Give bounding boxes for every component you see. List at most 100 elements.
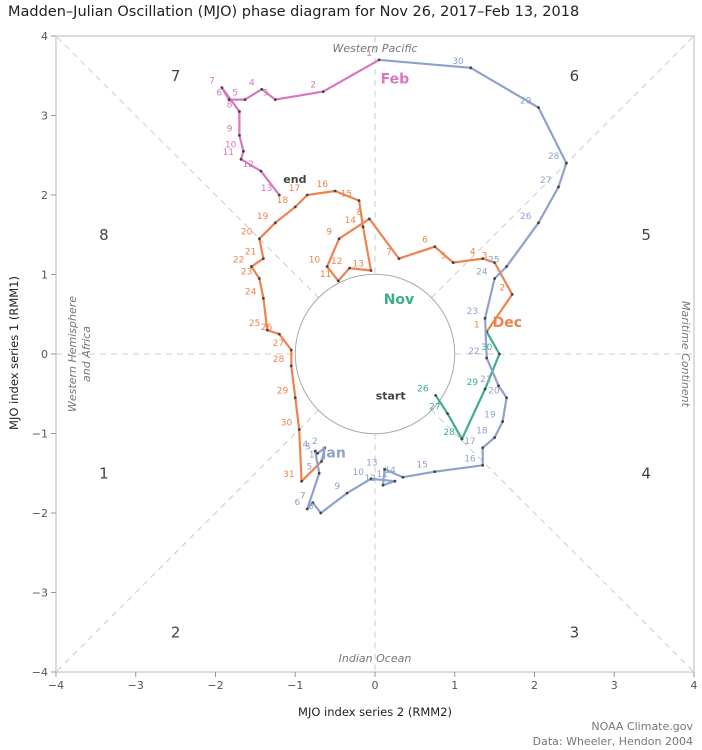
day-label: 8 [357,208,363,218]
day-label: 2 [312,437,318,447]
data-point [265,328,269,332]
guide-diagonal-4 [55,409,319,673]
data-point [238,133,241,137]
phase-label-6: 6 [570,67,580,85]
data-point [321,90,325,94]
day-label: 11 [376,470,387,480]
x-tick-label: 0 [372,679,379,692]
data-point [434,393,438,397]
day-label: 23 [467,307,478,317]
data-point [313,449,317,453]
data-point [397,257,401,260]
day-label: 8 [227,101,233,111]
day-label: 13 [366,458,377,468]
data-point [433,470,437,474]
x-tick-label: −3 [128,679,144,692]
day-label: 31 [283,470,294,480]
data-point [493,277,497,280]
data-point [469,66,473,70]
data-point [243,98,247,101]
day-label: 7 [386,248,392,258]
day-label: 1 [474,321,480,331]
data-point [273,98,277,101]
day-label: 9 [334,482,340,492]
data-point [537,106,540,109]
data-point [325,265,329,268]
day-label: 16 [464,454,476,464]
day-label: 3 [263,89,269,99]
data-point [401,475,405,479]
day-label: 9 [326,228,332,238]
day-label: 28 [548,152,560,162]
data-point [311,501,315,505]
data-point [242,149,245,153]
day-label: 26 [520,212,532,222]
day-label: 5 [306,462,312,472]
y-tick-label: 1 [41,269,48,282]
data-point [238,110,241,113]
data-point [451,261,455,264]
y-tick-label: −2 [32,507,48,520]
day-label: 19 [257,212,269,222]
data-point [259,169,263,173]
data-point [433,245,437,249]
data-point [319,511,323,515]
data-point [305,193,309,197]
day-label: 9 [227,124,233,134]
day-label: 10 [353,468,365,478]
day-label: 6 [294,498,300,508]
day-label: 11 [223,148,234,158]
phase-label-7: 7 [171,67,181,85]
data-point [381,483,385,487]
region-indian-ocean: Indian Ocean [339,652,412,665]
day-label: 21 [480,375,491,385]
data-point [257,277,261,280]
data-point [369,477,373,481]
data-point [336,279,340,283]
x-tick-label: 3 [611,679,618,692]
data-point [460,437,464,441]
guide-diagonal-3 [431,409,695,673]
data-point [505,396,508,400]
data-point [565,161,568,165]
region-western-hemisphere: Western Hemisphere [66,296,79,412]
data-point [300,479,304,483]
day-label: 21 [245,248,256,258]
region-maritime-continent: Maritime Continent [679,301,692,408]
data-point [377,58,381,62]
day-label: 3 [305,442,311,452]
data-point [320,459,323,463]
data-point [493,261,497,264]
day-label: 4 [302,440,308,450]
unit-circle [294,273,456,435]
day-label: 29 [277,387,289,397]
month-label-feb: Feb [381,72,410,88]
data-point [323,446,327,450]
day-label: 2 [310,81,316,91]
data-point [369,269,373,272]
day-label: 29 [467,378,479,388]
data-point [483,316,487,320]
y-tick-label: 3 [41,110,48,123]
day-label: 16 [317,180,329,190]
data-point [220,86,224,90]
day-label: 8 [308,502,314,512]
data-point [297,428,301,431]
data-point [357,199,361,202]
end-marker: end [283,173,306,186]
day-label: 27 [273,339,284,349]
day-label: 12 [243,160,254,170]
data-point [481,446,485,450]
day-label: 24 [476,267,488,277]
day-label: 6 [422,236,428,246]
data-point [249,265,253,268]
x-axis-label: MJO index series 2 (RMM2) [298,705,452,719]
day-label: 12 [331,257,342,267]
phase-label-3: 3 [570,623,580,641]
credit-data: Data: Wheeler, Hendon 2004 [533,735,693,748]
data-point [498,352,501,356]
day-label: 10 [309,256,321,266]
series-line-jan [306,58,568,515]
y-tick-label: 4 [41,30,48,43]
day-label: 7 [209,77,215,87]
